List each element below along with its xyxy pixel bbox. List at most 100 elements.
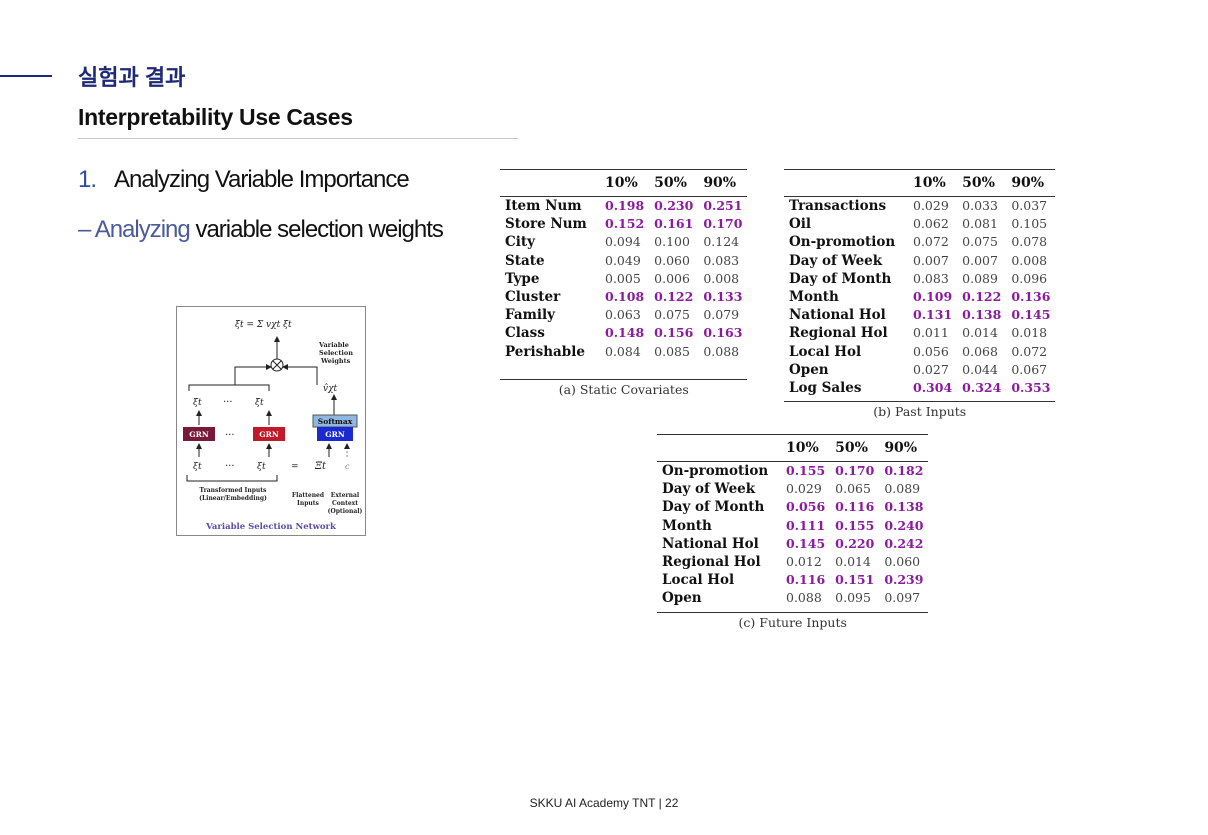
cell-value: 0.109 [913, 289, 953, 305]
cell-value: 0.136 [1011, 289, 1051, 305]
formula-text: ξ̃t = Σ vχt ξ̃t [235, 319, 292, 330]
cell-value: 0.014 [962, 325, 998, 341]
external-label-2: Context [332, 500, 358, 507]
col-header: 50% [962, 175, 995, 191]
col-header: 10% [786, 440, 819, 456]
future-inputs-table: 10% 50% 90% On-promotion 0.155 0.170 0.182 D… [657, 434, 929, 630]
row-label: On-promotion [789, 234, 896, 251]
col-header: 10% [605, 175, 638, 191]
row-label: Month [662, 517, 712, 534]
row-label: Month [789, 289, 839, 306]
table-row: Regional Hol 0.011 0.014 0.018 [784, 324, 1055, 342]
variable-selection-network-diagram: ξ̃t = Σ vχt ξ̃t Variable Selection Weigh… [176, 306, 366, 536]
xi-tilde-m: ξ̃t [255, 397, 264, 408]
cell-value: 0.138 [884, 499, 924, 515]
row-label: Day of Month [662, 499, 765, 516]
static-table-body: Item Num 0.198 0.230 0.251 Store Num 0.152 0.1… [500, 197, 747, 361]
cell-value: 0.240 [884, 517, 924, 533]
table-row: Local Hol 0.116 0.151 0.239 [657, 571, 928, 589]
row-label: Open [662, 590, 702, 607]
grn-label-2: GRN [259, 430, 279, 439]
grn-label-1: GRN [189, 430, 209, 439]
table-row: Local Hol 0.056 0.068 0.072 [784, 343, 1055, 361]
cell-value: 0.138 [962, 307, 1002, 323]
cell-value: 0.075 [962, 234, 998, 250]
table-row: Regional Hol 0.012 0.014 0.060 [657, 553, 928, 571]
cell-value: 0.007 [962, 252, 998, 268]
row-label: Cluster [505, 289, 561, 306]
cell-value: 0.096 [1011, 270, 1048, 286]
page-subtitle: Interpretability Use Cases [78, 104, 353, 130]
past-caption: (b) Past Inputs [784, 401, 1056, 419]
subpoint-item: – Analyzing variable selection weights [78, 216, 444, 244]
row-label: Day of Week [789, 252, 883, 269]
cell-value: 0.089 [884, 481, 921, 497]
row-label: Type [505, 270, 540, 287]
cell-value: 0.088 [703, 343, 740, 359]
cell-value: 0.324 [962, 379, 1002, 395]
table-row: Store Num 0.152 0.161 0.170 [500, 215, 747, 233]
cell-value: 0.116 [835, 499, 875, 515]
cell-value: 0.170 [835, 463, 875, 479]
row-label: Regional Hol [789, 325, 888, 342]
col-header: 90% [1011, 175, 1045, 191]
accent-line [0, 75, 52, 77]
cell-value: 0.049 [605, 252, 641, 268]
col-header: 90% [703, 175, 737, 191]
equals-sign: = [291, 462, 299, 472]
cell-value: 0.145 [786, 535, 826, 551]
row-label: Class [505, 325, 545, 342]
cell-value: 0.044 [962, 361, 998, 377]
cell-value: 0.124 [703, 234, 740, 250]
cell-value: 0.083 [703, 252, 740, 268]
table-row: Day of Month 0.056 0.116 0.138 [657, 498, 928, 516]
grn-label-3: GRN [325, 430, 345, 439]
cell-value: 0.068 [962, 343, 998, 359]
point-item: 1. Analyzing Variable Importance [78, 166, 410, 194]
cell-value: 0.251 [703, 198, 743, 214]
table-row: Perishable 0.084 0.085 0.088 [500, 343, 747, 361]
table-row: On-promotion 0.155 0.170 0.182 [657, 462, 928, 481]
xi-m: ξt [257, 462, 266, 472]
table-row: On-promotion 0.072 0.075 0.078 [784, 233, 1055, 251]
static-covariates-table: 10% 50% 90% Item Num 0.198 0.230 0.251 Store… [500, 169, 748, 397]
table-row: Oil 0.062 0.081 0.105 [784, 215, 1055, 233]
cell-value: 0.037 [1011, 198, 1048, 214]
cell-value: 0.116 [786, 572, 826, 588]
cell-value: 0.067 [1011, 361, 1048, 377]
table-row: National Hol 0.145 0.220 0.242 [657, 535, 928, 553]
cell-value: 0.056 [786, 499, 826, 515]
cell-value: 0.094 [605, 234, 641, 250]
section-title: 실험과 결과 [78, 65, 186, 90]
cell-value: 0.156 [654, 325, 694, 341]
cell-value: 0.242 [884, 535, 924, 551]
row-label: Store Num [505, 216, 587, 233]
cell-value: 0.097 [884, 590, 921, 606]
v-chi-label: v̂χt [323, 383, 338, 394]
cell-value: 0.148 [605, 325, 645, 341]
cell-value: 0.163 [703, 325, 743, 341]
table-row: City 0.094 0.100 0.124 [500, 233, 747, 251]
cell-value: 0.161 [654, 216, 694, 232]
cell-value: 0.075 [654, 307, 690, 323]
cell-value: 0.170 [703, 216, 743, 232]
past-table-body: Transactions 0.029 0.033 0.037 Oil 0.062 0.081… [784, 197, 1055, 398]
ellipsis-bottom: ··· [225, 461, 235, 472]
footer-page-number: SKKU AI Academy TNT | 22 [529, 796, 679, 810]
cell-value: 0.079 [703, 307, 740, 323]
ellipsis-top: ··· [223, 397, 233, 408]
cell-value: 0.084 [605, 343, 641, 359]
table-row: Open 0.027 0.044 0.067 [784, 361, 1055, 379]
table-row: Item Num 0.198 0.230 0.251 [500, 197, 747, 216]
cell-value: 0.122 [962, 289, 1002, 305]
cell-value: 0.072 [1011, 343, 1048, 359]
cell-value: 0.060 [654, 252, 690, 268]
context-c: c [345, 462, 350, 471]
cell-value: 0.145 [1011, 307, 1051, 323]
cell-value: 0.230 [654, 198, 694, 214]
table-row: Month 0.109 0.122 0.136 [784, 288, 1055, 306]
row-label: Oil [789, 216, 812, 233]
point-text: Analyzing Variable Importance [114, 166, 410, 193]
row-label: City [505, 234, 535, 251]
grn-box-2 [253, 427, 285, 441]
